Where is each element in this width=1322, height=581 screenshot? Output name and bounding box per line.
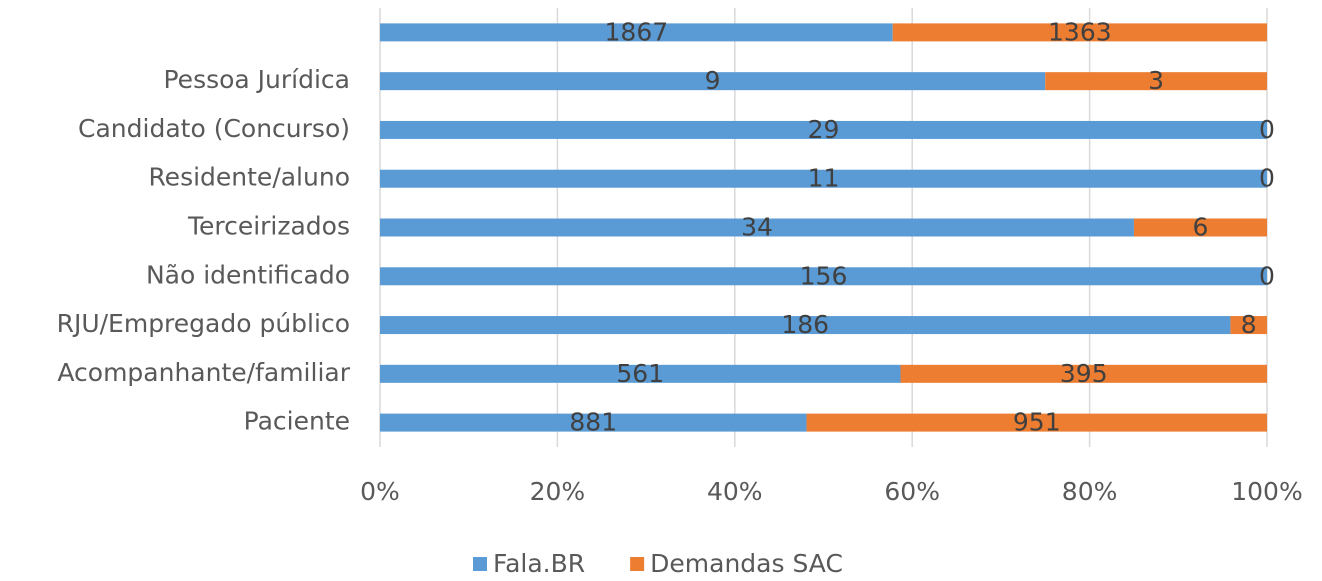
bar-segment — [380, 169, 1267, 188]
data-label: 8 — [1241, 310, 1257, 339]
bar-segment — [1045, 72, 1267, 91]
data-label: 3 — [1148, 66, 1164, 95]
y-tick-label: Terceirizados — [187, 212, 350, 241]
bar-segment — [892, 23, 1267, 42]
data-label: 561 — [616, 359, 664, 388]
bar-segment — [380, 413, 807, 432]
data-label: 186 — [781, 310, 829, 339]
data-label: 951 — [1013, 408, 1061, 437]
bar-segment — [380, 316, 1231, 335]
bar-segment — [380, 72, 1046, 91]
y-tick-label: Paciente — [244, 407, 350, 436]
data-label: 881 — [569, 408, 617, 437]
legend-swatch — [630, 557, 645, 571]
bar-segment — [380, 218, 1134, 237]
x-tick-label: 100% — [1231, 477, 1302, 506]
bar-segment — [1133, 218, 1267, 237]
data-label: 395 — [1060, 359, 1108, 388]
y-tick-label: Residente/aluno — [148, 163, 350, 192]
data-label: 11 — [808, 164, 840, 193]
data-label: 29 — [808, 115, 840, 144]
y-tick-label: RJU/Empregado público — [57, 309, 350, 338]
x-tick-label: 0% — [360, 477, 400, 506]
data-label: 0 — [1259, 261, 1275, 290]
bar-segment — [806, 413, 1267, 432]
bar-segment — [1230, 316, 1267, 335]
bar-segment — [380, 267, 1267, 286]
bar-segment — [380, 364, 901, 383]
bar-segment — [380, 23, 893, 42]
bar-segment — [900, 364, 1267, 383]
legend-label: Demandas SAC — [650, 549, 843, 578]
x-tick-label: 60% — [884, 477, 940, 506]
data-label: 1363 — [1048, 17, 1112, 46]
data-label: 9 — [705, 66, 721, 95]
data-label: 1867 — [605, 17, 669, 46]
y-tick-label: Candidato (Concurso) — [78, 114, 350, 143]
data-label: 6 — [1193, 213, 1209, 242]
data-label: 0 — [1259, 115, 1275, 144]
bar-segment — [380, 120, 1267, 139]
data-label: 156 — [800, 261, 848, 290]
x-tick-label: 80% — [1062, 477, 1118, 506]
data-label: 0 — [1259, 164, 1275, 193]
y-tick-label: Pessoa Jurídica — [164, 65, 351, 94]
y-tick-label: Não identificado — [146, 260, 350, 289]
legend-label: Fala.BR — [493, 549, 585, 578]
legend-swatch — [473, 557, 487, 571]
x-tick-label: 20% — [530, 477, 586, 506]
data-label: 34 — [741, 213, 773, 242]
y-tick-label: Acompanhante/familiar — [57, 358, 350, 387]
x-tick-label: 40% — [707, 477, 763, 506]
